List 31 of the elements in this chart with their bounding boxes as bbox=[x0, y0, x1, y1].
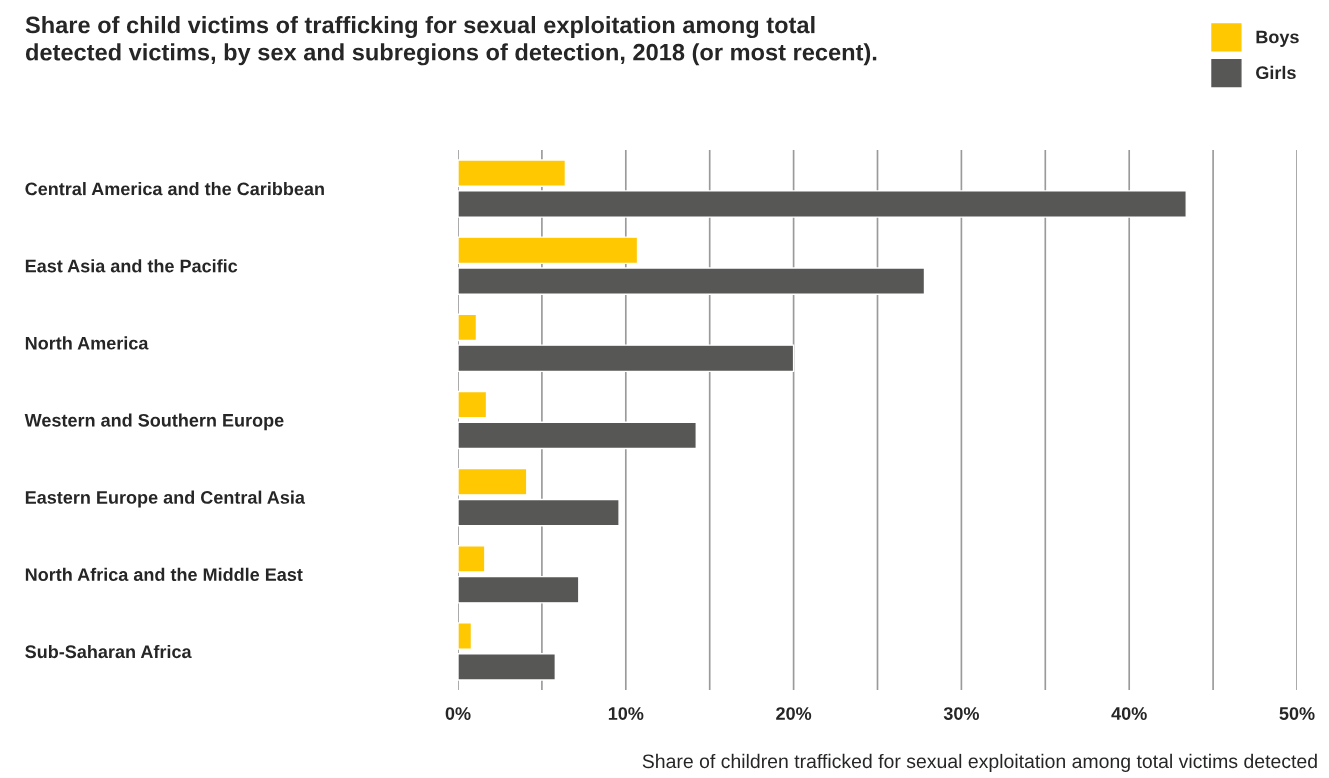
bar bbox=[458, 159, 567, 187]
x-tick-label: 0% bbox=[445, 707, 471, 720]
bar bbox=[458, 467, 528, 496]
x-tick-label: 40% bbox=[1111, 707, 1147, 720]
bar bbox=[458, 190, 1187, 218]
y-tick-label: Eastern Europe and Central Asia bbox=[25, 490, 306, 508]
bar bbox=[458, 622, 473, 650]
y-tick-label: Western and Southern Europe bbox=[24, 413, 284, 431]
bar bbox=[458, 545, 486, 573]
y-tick-label: Sub-Saharan Africa bbox=[25, 644, 192, 659]
y-tick-label: Central America and the Caribbean bbox=[25, 182, 324, 196]
legend-label: Girls bbox=[1256, 65, 1296, 80]
bar bbox=[458, 653, 557, 681]
legend-label: Boys bbox=[1256, 30, 1299, 47]
bar bbox=[458, 313, 478, 342]
bar bbox=[458, 267, 926, 295]
bar bbox=[458, 236, 639, 265]
bar bbox=[458, 390, 488, 419]
x-tick-label: 10% bbox=[608, 707, 644, 720]
chart-title: Share of child victims of trafficking for sexual exploitation among total detected victims, by sex and subregions of detection, 2018 (or most recent). bbox=[25, 16, 877, 66]
bar bbox=[458, 344, 795, 373]
bar bbox=[458, 575, 580, 604]
y-tick-label: North America bbox=[25, 336, 149, 350]
x-axis-title: Share of children trafficked for sexual exploitation among total victims detected bbox=[642, 753, 1317, 772]
y-tick-label: North Africa and the Middle East bbox=[25, 567, 303, 582]
x-tick-label: 20% bbox=[776, 707, 812, 720]
y-tick-label: East Asia and the Pacific bbox=[25, 259, 238, 273]
x-tick-label: 50% bbox=[1279, 707, 1315, 720]
bar bbox=[458, 421, 697, 450]
x-tick-label: 30% bbox=[943, 707, 979, 720]
bar bbox=[458, 498, 620, 527]
